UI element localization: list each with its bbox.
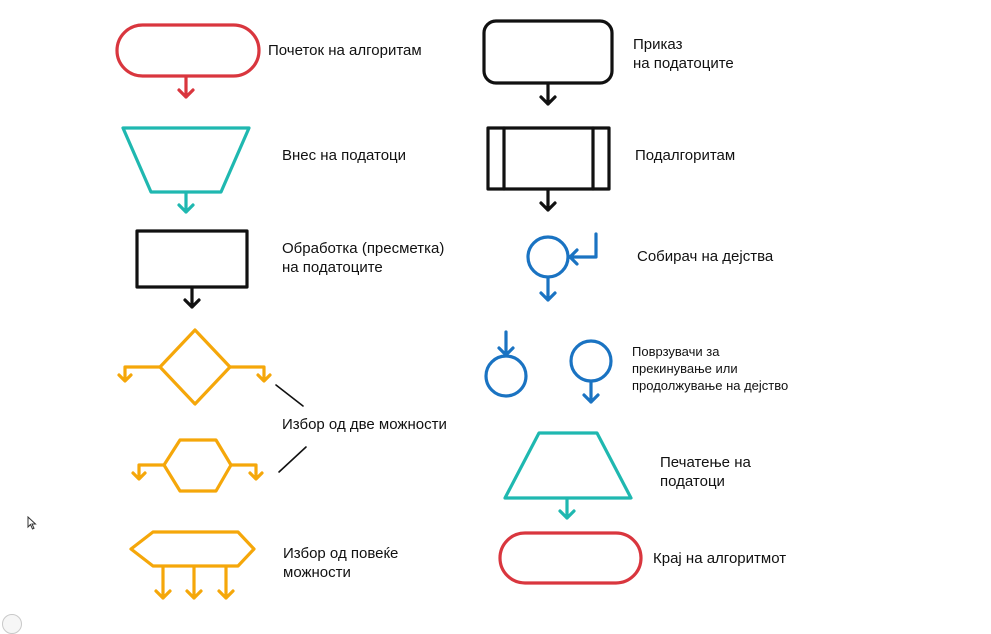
subalgorithm-symbol bbox=[486, 126, 611, 212]
label-input: Внес на податоци bbox=[282, 147, 407, 164]
start-arrow bbox=[177, 75, 195, 99]
label-end: Крај на алгоритмот bbox=[653, 550, 787, 567]
input-arrow bbox=[177, 191, 195, 214]
label-start: Почеток на алгоритам bbox=[268, 42, 422, 59]
label-collector: Собирач на дејства bbox=[637, 248, 774, 265]
print-arrow bbox=[558, 497, 576, 520]
process-rectangle-symbol bbox=[135, 229, 249, 309]
start-terminal-symbol bbox=[115, 23, 261, 99]
label-choice-many: Избор од повеќе можности bbox=[283, 545, 399, 581]
connector-out-symbol bbox=[569, 339, 613, 404]
connector-in-symbol bbox=[484, 330, 528, 398]
multi-choice-symbol bbox=[129, 530, 256, 600]
collector-symbol bbox=[526, 232, 598, 302]
watermark-badge-icon bbox=[2, 614, 22, 634]
decision-hexagon-symbol bbox=[131, 438, 264, 493]
process-arrow bbox=[183, 286, 201, 309]
decision-diamond-symbol bbox=[117, 328, 272, 406]
label-process: Обработка (пресметка) на податоците bbox=[282, 240, 445, 276]
subalgorithm-arrow bbox=[539, 188, 557, 212]
input-trapezoid-symbol bbox=[121, 126, 251, 214]
display-arrow bbox=[539, 82, 557, 106]
choice-pointer-lines bbox=[275, 384, 307, 473]
label-subalgorithm: Подалгоритам bbox=[635, 147, 736, 164]
label-display: Приказ на податоците bbox=[633, 36, 734, 72]
mouse-pointer-icon bbox=[27, 516, 37, 530]
print-trapezoid-symbol bbox=[503, 431, 633, 520]
label-connectors: Поврзувачи за прекинување или продолжува… bbox=[632, 344, 789, 393]
end-terminal-symbol bbox=[498, 531, 643, 585]
label-choice-two: Избор од две можности bbox=[282, 416, 447, 433]
display-symbol bbox=[482, 19, 614, 106]
label-print: Печатење на податоци bbox=[660, 454, 751, 490]
